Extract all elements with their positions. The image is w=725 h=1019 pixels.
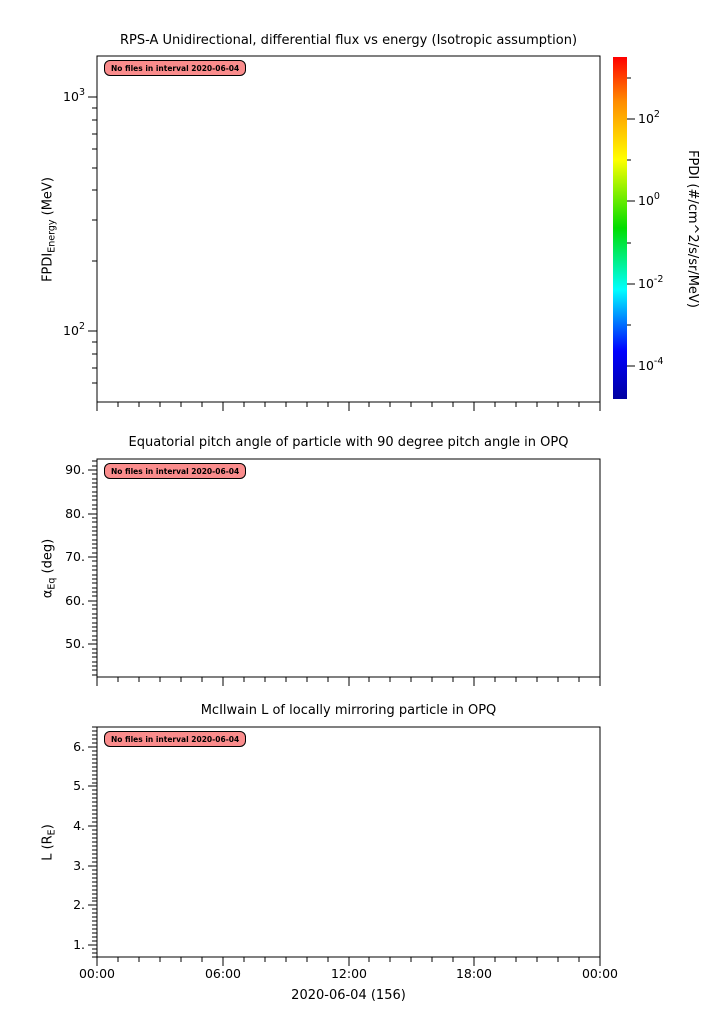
panel3-x-tick-label: 00:00 [79, 966, 115, 981]
panel2-y-axis-label: αEq (deg) [40, 449, 59, 689]
panel3-x-tick-label: 12:00 [331, 966, 367, 981]
colorbar-tick-label: 102 [638, 109, 660, 126]
colorbar-label: FPDI (#/cm^2/s/sr/MeV) [685, 150, 700, 308]
panel3-y-axis-label: L (RE) [40, 723, 59, 963]
panel3-y-tick-label: 5. [73, 778, 85, 793]
panel3-y-tick-label: 6. [73, 739, 85, 754]
panel2-y-axis-label-unit: (deg) [40, 538, 56, 578]
panel2-y-tick-label: 70. [65, 549, 85, 564]
panel1-tick-labels: 103 102 [63, 87, 85, 338]
panel3-x-tick-label: 00:00 [582, 966, 618, 981]
panel3-y-tick-label: 3. [73, 858, 85, 873]
panel3-axes [88, 726, 601, 966]
panel1-y-axis-label: FPDIEnergy (MeV) [40, 110, 59, 350]
panel3-no-data-annotation: No files in interval 2020-06-04 [104, 731, 247, 747]
colorbar-ticks [627, 77, 635, 367]
panel2-tick-labels: 90. 80. 70. 60. 50. [65, 462, 85, 651]
colorbar-gradient [613, 57, 627, 399]
panel1-y-axis-label-unit: (MeV) [40, 177, 56, 220]
colorbar-tick-label: 100 [638, 191, 660, 208]
panel1-plot-box [96, 55, 601, 403]
colorbar-tick-label: 10-2 [638, 274, 663, 291]
panel3-y-tick-label: 1. [73, 937, 85, 952]
colorbar-tick-labels: 102 100 10-2 10-4 [638, 109, 663, 373]
panel2-y-tick-label: 80. [65, 506, 85, 521]
panel1-y-tick-label: 102 [63, 321, 85, 338]
panel3-y-tick-label: 2. [73, 897, 85, 912]
panel1-y-tick-label: 103 [63, 87, 85, 104]
panel3-y-tick-label: 4. [73, 818, 85, 833]
panel1-no-data-annotation: No files in interval 2020-06-04 [104, 60, 247, 76]
panel2-y-axis-label-subscript: Eq [46, 577, 58, 590]
panel3-title: McIlwain L of locally mirroring particle… [200, 703, 497, 718]
panel2-axes [88, 458, 601, 686]
panel2-title: Equatorial pitch angle of particle with … [128, 435, 569, 450]
panel1-title: RPS-A Unidirectional, differential flux … [119, 33, 578, 48]
colorbar-tick-label: 10-4 [638, 356, 663, 373]
panel3-y-axis-label-main: L (R [40, 835, 56, 861]
panel3-plot-box [96, 726, 601, 958]
panel1-y-axis-label-subscript: Energy [46, 219, 58, 253]
panel3-x-tick-label: 18:00 [456, 966, 492, 981]
panel3-x-tick-label: 06:00 [205, 966, 241, 981]
panel2-no-data-annotation: No files in interval 2020-06-04 [104, 463, 247, 479]
panel2-plot-box [96, 458, 601, 678]
panel1-y-axis-label-main: FPDI [40, 252, 56, 282]
panel3-y-axis-label-subscript: E [46, 829, 58, 836]
panel3-tick-labels: 6. 5. 4. 3. 2. 1. 00:00 06:00 12:00 18:00 00:00 [73, 739, 618, 981]
panel1-axes [88, 55, 601, 411]
panel2-y-axis-label-main: α [40, 589, 56, 599]
panel2-y-tick-label: 90. [65, 462, 85, 477]
panel2-y-tick-label: 60. [65, 593, 85, 608]
x-axis-label: 2020-06-04 (156) [291, 988, 406, 1003]
panel2-y-tick-label: 50. [65, 636, 85, 651]
